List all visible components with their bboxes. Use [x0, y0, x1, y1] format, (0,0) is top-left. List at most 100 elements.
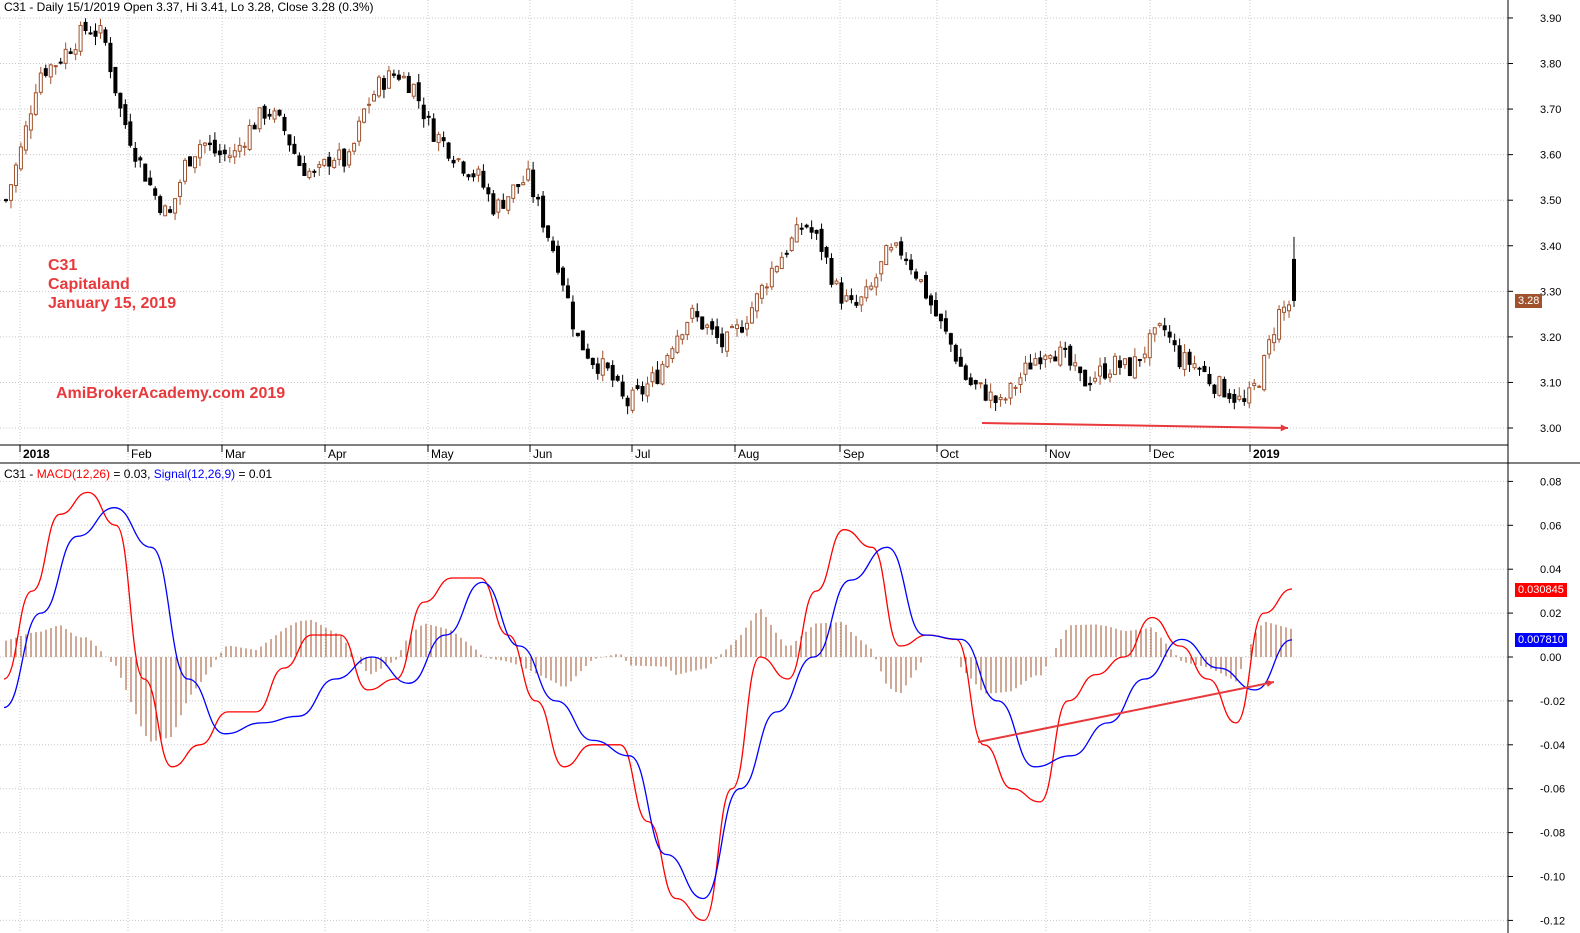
candle-body	[879, 261, 884, 275]
candle-body	[1247, 387, 1252, 404]
candle-body	[665, 355, 670, 368]
candle-body	[556, 245, 560, 273]
candle-body	[1192, 363, 1197, 369]
candle-body	[1023, 362, 1028, 375]
candle-body	[993, 395, 998, 404]
candle-body	[670, 348, 675, 360]
candle-body	[1292, 258, 1296, 301]
macd-trend-arrow	[977, 681, 1275, 743]
candle-body	[108, 42, 113, 73]
candle-body	[33, 92, 38, 115]
month-label: Aug	[738, 447, 759, 461]
candle-body	[197, 144, 202, 159]
price-axis-label: 3.00	[1540, 423, 1561, 435]
candle-body	[471, 173, 476, 178]
candle-body	[1063, 347, 1068, 350]
candle-body	[551, 240, 556, 252]
candle-body	[645, 383, 650, 397]
candle-body	[864, 286, 869, 299]
candle-body	[1212, 384, 1217, 394]
candle-body	[282, 116, 287, 132]
candle-body	[337, 149, 342, 160]
candle-body	[113, 66, 118, 94]
candle-body	[242, 145, 247, 148]
candle-body	[938, 313, 943, 322]
candle-body	[406, 75, 411, 94]
price-axis-label: 3.50	[1540, 195, 1561, 207]
candle-body	[138, 157, 143, 161]
candle-body	[133, 147, 138, 162]
price-axis-label: 3.70	[1540, 104, 1561, 116]
candle-body	[496, 199, 501, 213]
candle-body	[8, 184, 13, 201]
candle-body	[63, 48, 68, 64]
candle-body	[466, 174, 471, 178]
candlestick-series	[4, 18, 1296, 415]
candle-body	[227, 155, 232, 159]
candle-body	[630, 389, 635, 411]
macd-axis-label: 0.08	[1540, 476, 1561, 488]
candle-body	[262, 105, 267, 119]
candle-body	[894, 242, 899, 246]
candle-body	[491, 193, 496, 215]
candle-body	[953, 344, 958, 362]
candle-body	[844, 295, 849, 302]
candle-body	[1073, 362, 1078, 367]
candle-body	[740, 326, 744, 333]
candle-body	[809, 227, 814, 233]
candle-body	[307, 170, 312, 179]
candle-body	[257, 107, 262, 130]
candle-body	[53, 65, 58, 68]
candle-body	[421, 104, 426, 120]
candle-body	[725, 331, 730, 352]
candle-body	[332, 159, 337, 168]
candle-body	[98, 25, 103, 34]
candle-body	[376, 76, 381, 97]
candle-body	[1033, 358, 1038, 366]
macd-axis-label: 0.00	[1540, 652, 1561, 664]
candle-body	[764, 286, 769, 289]
candle-body	[426, 115, 431, 118]
candle-body	[799, 227, 804, 230]
candle-body	[560, 267, 565, 286]
macd-axis-label: -0.10	[1540, 872, 1565, 884]
candle-body	[93, 30, 98, 37]
candle-body	[446, 142, 451, 159]
candle-body	[391, 73, 396, 76]
candle-body	[814, 229, 819, 234]
candle-body	[635, 385, 640, 389]
month-label: Jul	[635, 447, 650, 461]
trend-arrows	[977, 422, 1289, 743]
candle-body	[202, 142, 207, 146]
candle-body	[819, 228, 824, 252]
candle-body	[386, 70, 391, 89]
candle-body	[1272, 334, 1277, 344]
candle-body	[212, 139, 217, 154]
candle-body	[352, 142, 357, 152]
candle-body	[1117, 360, 1122, 368]
candle-body	[620, 381, 625, 397]
candle-body	[173, 198, 178, 214]
candle-body	[342, 148, 347, 167]
candle-body	[1058, 346, 1063, 366]
macd-histogram	[5, 609, 1292, 742]
macd-trend-arrow-head	[1266, 680, 1274, 687]
candle-body	[372, 93, 376, 102]
candle-body	[401, 75, 406, 79]
candle-body	[48, 64, 53, 78]
candle-body	[1237, 395, 1242, 400]
candle-body	[232, 150, 237, 158]
candle-body	[83, 21, 88, 32]
candle-body	[565, 285, 570, 299]
candle-body	[1098, 365, 1103, 377]
candle-body	[531, 169, 536, 198]
candle-body	[928, 295, 933, 306]
price-axis-label: 3.20	[1540, 332, 1561, 344]
candle-body	[909, 259, 914, 271]
candle-body	[546, 225, 551, 238]
candle-body	[188, 156, 192, 167]
candle-body	[43, 68, 48, 76]
candle-body	[685, 321, 690, 336]
candle-body	[78, 24, 83, 52]
candle-body	[277, 109, 282, 116]
